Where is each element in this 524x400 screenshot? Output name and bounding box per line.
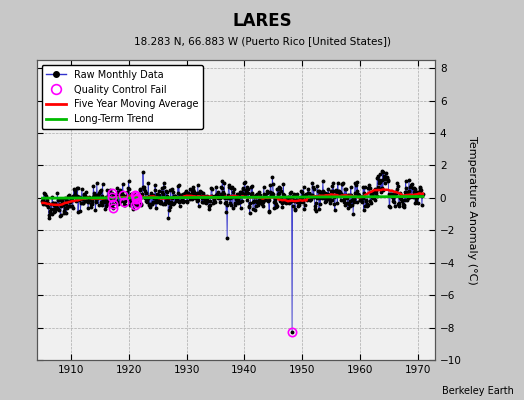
Legend: Raw Monthly Data, Quality Control Fail, Five Year Moving Average, Long-Term Tren: Raw Monthly Data, Quality Control Fail, …: [41, 65, 203, 129]
Text: Berkeley Earth: Berkeley Earth: [442, 386, 514, 396]
Text: LARES: LARES: [232, 12, 292, 30]
Y-axis label: Temperature Anomaly (°C): Temperature Anomaly (°C): [467, 136, 477, 284]
Text: 18.283 N, 66.883 W (Puerto Rico [United States]): 18.283 N, 66.883 W (Puerto Rico [United …: [134, 36, 390, 46]
